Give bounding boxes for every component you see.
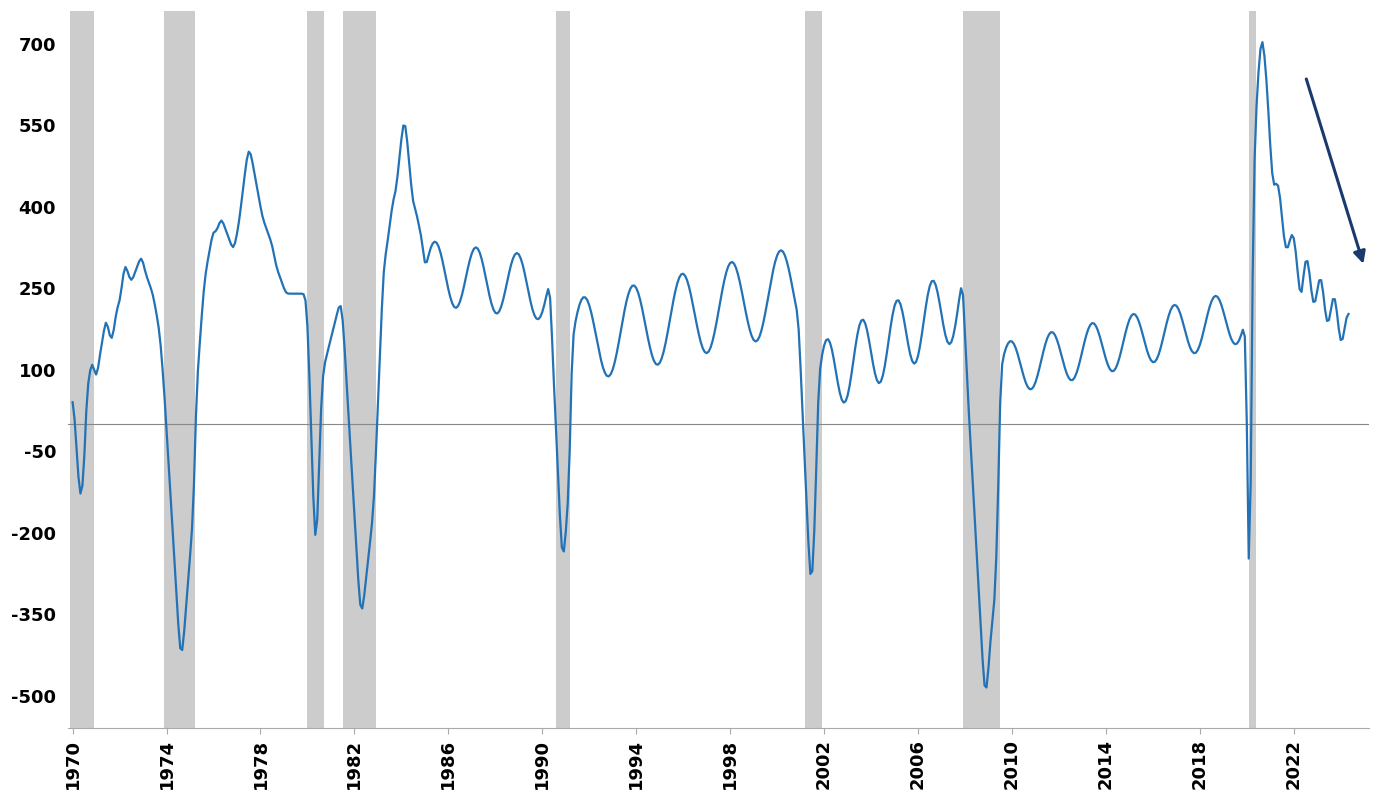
Bar — [308, 11, 324, 728]
Bar — [70, 11, 94, 728]
Bar — [963, 11, 1000, 728]
Bar — [806, 11, 821, 728]
Bar — [1249, 11, 1256, 728]
Bar — [556, 11, 570, 728]
Bar — [164, 11, 195, 728]
Bar — [342, 11, 375, 728]
